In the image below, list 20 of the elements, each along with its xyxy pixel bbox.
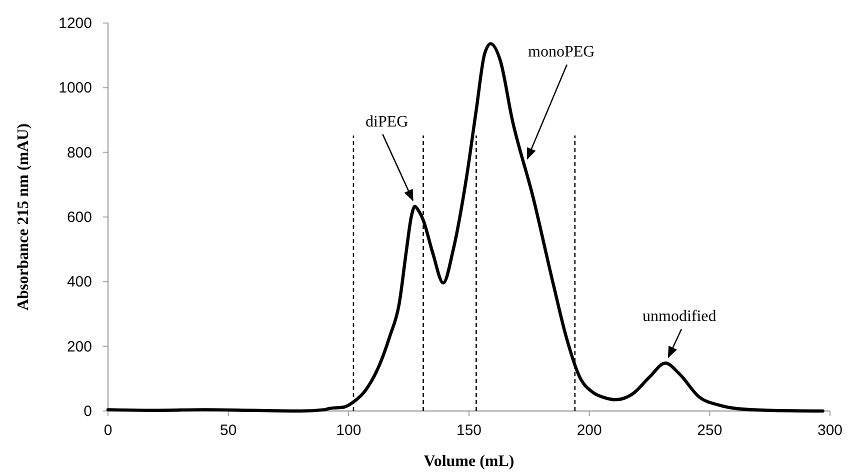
x-axis-title: Volume (mL) xyxy=(424,453,514,470)
x-tick-label: 0 xyxy=(104,422,112,439)
y-tick-label: 1000 xyxy=(58,80,92,97)
y-tick-label: 0 xyxy=(84,403,92,420)
x-tick-label: 50 xyxy=(220,422,237,439)
x-tick-label: 300 xyxy=(817,422,843,439)
y-tick-label: 1200 xyxy=(58,15,92,32)
y-tick-label: 600 xyxy=(66,209,92,226)
y-tick-label: 400 xyxy=(66,274,92,291)
annotation: diPEG xyxy=(366,113,409,130)
y-tick-label: 800 xyxy=(66,144,92,162)
line-series xyxy=(106,42,824,413)
x-tick-label: 250 xyxy=(697,422,722,439)
annotation: monoPEG xyxy=(528,44,596,61)
y-axis-title: Absorbance 215 nm (mAU) xyxy=(15,123,32,311)
x-tick-label: 100 xyxy=(336,422,362,439)
x-tick-label: 200 xyxy=(576,422,602,439)
x-tick-label: 150 xyxy=(456,422,482,439)
y-tick-label: 200 xyxy=(66,338,92,356)
annotation: unmodified xyxy=(642,308,716,326)
